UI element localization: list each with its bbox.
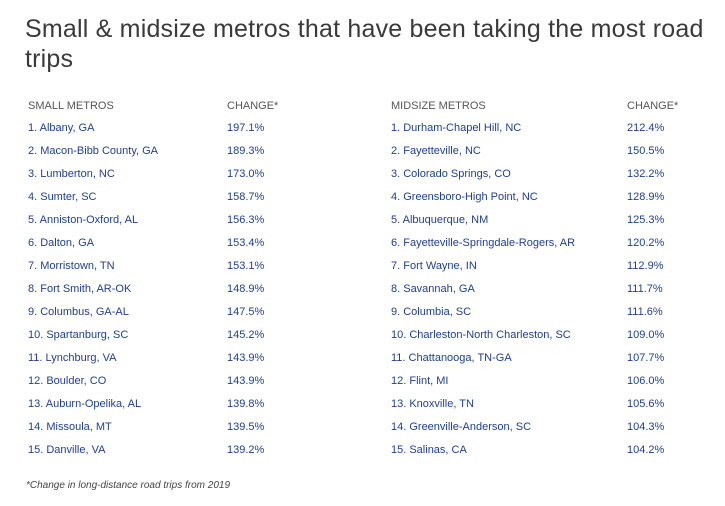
change-value: 150.5% <box>627 145 665 157</box>
table-row: 9. Columbia, SC 111.6% <box>391 301 721 324</box>
table-row: 10. Charleston-North Charleston, SC 109.0… <box>391 324 721 347</box>
metro-name-link[interactable]: 12. Boulder, CO <box>28 375 107 387</box>
change-value: 143.9% <box>227 375 265 387</box>
table-row: 4. Greensboro-High Point, NC 128.9% <box>391 186 721 209</box>
metro-name-link[interactable]: 3. Lumberton, NC <box>28 168 115 180</box>
change-value: 197.1% <box>227 122 265 134</box>
column-header-change: CHANGE* <box>627 100 679 112</box>
change-value: 111.6% <box>627 306 663 318</box>
change-value: 104.2% <box>627 444 665 456</box>
table-row: 13. Knoxville, TN 105.6% <box>391 393 721 416</box>
table-row: 9. Columbus, GA-AL 147.5% <box>28 301 358 324</box>
table-row: 6. Dalton, GA 153.4% <box>28 232 358 255</box>
metro-name-link[interactable]: 7. Morristown, TN <box>28 260 115 272</box>
metro-name-link[interactable]: 8. Savannah, GA <box>391 283 475 295</box>
metro-name-link[interactable]: 5. Anniston-Oxford, AL <box>28 214 139 226</box>
metro-name-link[interactable]: 14. Greenville-Anderson, SC <box>391 421 532 433</box>
metro-name-link[interactable]: 10. Spartanburg, SC <box>28 329 129 341</box>
small-metros-rows: 1. Albany, GA 197.1% 2. Macon-Bibb County,… <box>28 117 358 462</box>
metro-name-link[interactable]: 9. Columbia, SC <box>391 306 472 318</box>
metro-name-link[interactable]: 4. Sumter, SC <box>28 191 97 203</box>
table-row: 1. Albany, GA 197.1% <box>28 117 358 140</box>
change-value: 173.0% <box>227 168 265 180</box>
change-value: 128.9% <box>627 191 665 203</box>
metro-name-link[interactable]: 3. Colorado Springs, CO <box>391 168 511 180</box>
midsize-metros-rows: 1. Durham-Chapel Hill, NC 212.4% 2. Fayett… <box>391 117 721 462</box>
change-value: 139.5% <box>227 421 265 433</box>
metro-name-link[interactable]: 1. Albany, GA <box>28 122 95 134</box>
metro-name-link[interactable]: 10. Charleston-North Charleston, SC <box>391 329 571 341</box>
change-value: 111.7% <box>627 283 663 295</box>
change-value: 158.7% <box>227 191 265 203</box>
change-value: 106.0% <box>627 375 665 387</box>
change-value: 148.9% <box>227 283 265 295</box>
table-row: 11. Lynchburg, VA 143.9% <box>28 347 358 370</box>
column-header-change: CHANGE* <box>227 100 279 112</box>
change-value: 147.5% <box>227 306 265 318</box>
change-value: 212.4% <box>627 122 665 134</box>
change-value: 112.9% <box>627 260 664 272</box>
change-value: 153.1% <box>227 260 265 272</box>
table-row: 2. Macon-Bibb County, GA 189.3% <box>28 140 358 163</box>
metro-name-link[interactable]: 14. Missoula, MT <box>28 421 112 433</box>
metro-name-link[interactable]: 11. Lynchburg, VA <box>28 352 117 364</box>
table-row: 10. Spartanburg, SC 145.2% <box>28 324 358 347</box>
change-value: 139.2% <box>227 444 265 456</box>
table-row: 2. Fayetteville, NC 150.5% <box>391 140 721 163</box>
metro-name-link[interactable]: 6. Fayetteville-Springdale-Rogers, AR <box>391 237 576 249</box>
change-value: 143.9% <box>227 352 265 364</box>
change-value: 132.2% <box>627 168 665 180</box>
footnote: *Change in long-distance road trips from… <box>26 480 231 491</box>
table-row: 15. Danville, VA 139.2% <box>28 439 358 462</box>
change-value: 105.6% <box>627 398 665 410</box>
table-row: 8. Savannah, GA 111.7% <box>391 278 721 301</box>
table-row: 12. Flint, MI 106.0% <box>391 370 721 393</box>
table-row: 13. Auburn-Opelika, AL 139.8% <box>28 393 358 416</box>
column-header-name: MIDSIZE METROS <box>391 100 486 112</box>
table-row: 5. Anniston-Oxford, AL 156.3% <box>28 209 358 232</box>
change-value: 153.4% <box>227 237 265 249</box>
change-value: 189.3% <box>227 145 265 157</box>
metro-name-link[interactable]: 7. Fort Wayne, IN <box>391 260 477 272</box>
metro-name-link[interactable]: 15. Danville, VA <box>28 444 106 456</box>
metro-name-link[interactable]: 13. Auburn-Opelika, AL <box>28 398 142 410</box>
change-value: 104.3% <box>627 421 665 433</box>
table-row: 1. Durham-Chapel Hill, NC 212.4% <box>391 117 721 140</box>
table-row: 12. Boulder, CO 143.9% <box>28 370 358 393</box>
metro-name-link[interactable]: 5. Albuquerque, NM <box>391 214 489 226</box>
table-row: 5. Albuquerque, NM 125.3% <box>391 209 721 232</box>
table-row: 11. Chattanooga, TN-GA 107.7% <box>391 347 721 370</box>
table-row: 7. Morristown, TN 153.1% <box>28 255 358 278</box>
page-title: Small & midsize metros that have been ta… <box>25 15 704 73</box>
change-value: 109.0% <box>627 329 665 341</box>
table-row: 14. Missoula, MT 139.5% <box>28 416 358 439</box>
metro-name-link[interactable]: 13. Knoxville, TN <box>391 398 474 410</box>
change-value: 107.7% <box>627 352 665 364</box>
table-row: 3. Colorado Springs, CO 132.2% <box>391 163 721 186</box>
metro-name-link[interactable]: 2. Fayetteville, NC <box>391 145 481 157</box>
metro-name-link[interactable]: 11. Chattanooga, TN-GA <box>391 352 512 364</box>
change-value: 139.8% <box>227 398 265 410</box>
table-row: 3. Lumberton, NC 173.0% <box>28 163 358 186</box>
change-value: 145.2% <box>227 329 265 341</box>
table-row: 6. Fayetteville-Springdale-Rogers, AR 120… <box>391 232 721 255</box>
table-row: 14. Greenville-Anderson, SC 104.3% <box>391 416 721 439</box>
change-value: 120.2% <box>627 237 665 249</box>
table-row: 15. Salinas, CA 104.2% <box>391 439 721 462</box>
table-row: 7. Fort Wayne, IN 112.9% <box>391 255 721 278</box>
metro-name-link[interactable]: 6. Dalton, GA <box>28 237 95 249</box>
metro-name-link[interactable]: 4. Greensboro-High Point, NC <box>391 191 538 203</box>
change-value: 125.3% <box>627 214 665 226</box>
metro-name-link[interactable]: 12. Flint, MI <box>391 375 449 387</box>
column-header-name: SMALL METROS <box>28 100 114 112</box>
metro-name-link[interactable]: 8. Fort Smith, AR-OK <box>28 283 132 295</box>
metro-name-link[interactable]: 15. Salinas, CA <box>391 444 467 456</box>
table-row: 8. Fort Smith, AR-OK 148.9% <box>28 278 358 301</box>
metro-name-link[interactable]: 1. Durham-Chapel Hill, NC <box>391 122 522 134</box>
change-value: 156.3% <box>227 214 265 226</box>
metro-name-link[interactable]: 9. Columbus, GA-AL <box>28 306 129 318</box>
metro-name-link[interactable]: 2. Macon-Bibb County, GA <box>28 145 159 157</box>
table-row: 4. Sumter, SC 158.7% <box>28 186 358 209</box>
